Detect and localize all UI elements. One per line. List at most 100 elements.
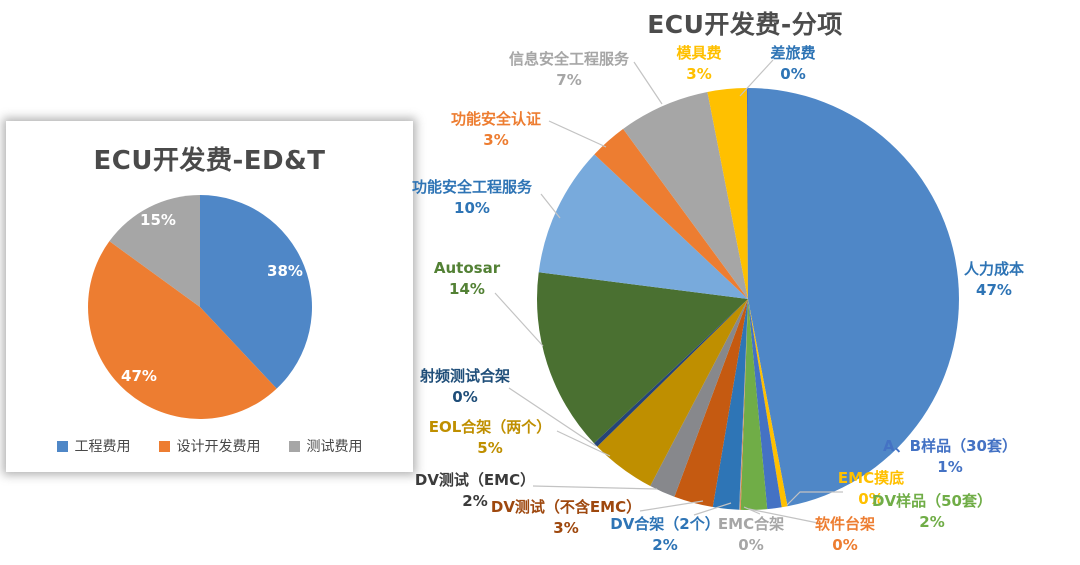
slice-label-text: 功能安全工程服务 bbox=[411, 178, 533, 196]
breakdown-label-15: 模具费 3% bbox=[676, 43, 721, 85]
breakdown-label-13: 功能安全认证 3% bbox=[451, 109, 541, 151]
breakdown-label-3: DV样品（50套） 2% bbox=[872, 491, 992, 533]
breakdown-pie-slice-11 bbox=[537, 272, 748, 444]
breakdown-pie-slice-0 bbox=[748, 88, 959, 507]
leader-line-14 bbox=[633, 61, 663, 105]
breakdown-pie-slice-14 bbox=[623, 91, 748, 299]
slice-label-percent: 2% bbox=[919, 513, 945, 531]
slice-label-percent: 2% bbox=[652, 536, 678, 554]
slice-label-percent: 0% bbox=[452, 388, 478, 406]
slice-label-text: DV合架（2个） bbox=[610, 515, 720, 533]
breakdown-label-0: 人力成本 47% bbox=[964, 259, 1024, 301]
slice-label-percent: 0% bbox=[738, 536, 764, 554]
breakdown-label-1: EMC摸底 0% bbox=[838, 468, 904, 510]
edt-pct-label-1: 47% bbox=[121, 367, 157, 385]
slice-label-text: DV测试（不含EMC） bbox=[490, 498, 642, 516]
slice-label-percent: 47% bbox=[976, 281, 1012, 299]
slice-label-percent: 2% bbox=[462, 492, 488, 510]
edt-pct-label-0: 38% bbox=[267, 262, 303, 280]
breakdown-label-2: A、B样品（30套） 1% bbox=[883, 436, 1017, 478]
breakdown-label-12: 功能安全工程服务 10% bbox=[412, 177, 532, 219]
legend-label: 设计开发费用 bbox=[176, 439, 261, 455]
leader-line-12 bbox=[540, 193, 561, 219]
legend-label: 工程费用 bbox=[74, 439, 131, 455]
legend-item-2: 测试费用 bbox=[288, 436, 363, 456]
slice-label-percent: 3% bbox=[553, 519, 579, 537]
breakdown-pie-slice-10 bbox=[594, 299, 748, 447]
slice-label-percent: 7% bbox=[556, 71, 582, 89]
right-chart-title: ECU开发费-分项 bbox=[647, 10, 843, 39]
leader-line-16 bbox=[739, 59, 774, 97]
slice-label-percent: 3% bbox=[686, 65, 712, 83]
breakdown-pie-slice-2 bbox=[748, 299, 782, 510]
breakdown-pie-slice-16 bbox=[746, 87, 748, 300]
slice-label-percent: 3% bbox=[483, 131, 509, 149]
breakdown-label-9: EOL合架（两个） 5% bbox=[429, 417, 552, 459]
edt-pie-slice-0 bbox=[200, 195, 312, 389]
breakdown-pie-slice-9 bbox=[597, 299, 748, 486]
breakdown-pie-slice-7 bbox=[674, 299, 748, 508]
edt-pie-slice-2 bbox=[109, 195, 200, 307]
edt-pct-label-2: 15% bbox=[140, 211, 176, 229]
slice-label-percent: 14% bbox=[449, 280, 485, 298]
breakdown-pie-slice-15 bbox=[707, 88, 748, 299]
left-chart-legend: 工程费用 设计开发费用 测试费用 bbox=[6, 436, 413, 456]
slice-label-text: DV测试（EMC） bbox=[414, 471, 536, 489]
leader-line-13 bbox=[548, 120, 607, 148]
slice-label-text: 人力成本 bbox=[963, 260, 1025, 278]
slice-label-percent: 10% bbox=[454, 199, 490, 217]
slice-label-text: 软件台架 bbox=[814, 515, 876, 533]
leader-line-10 bbox=[508, 387, 597, 447]
breakdown-pie-slice-3 bbox=[740, 299, 768, 510]
legend-item-1: 设计开发费用 bbox=[158, 436, 261, 456]
leader-line-6 bbox=[693, 502, 732, 516]
breakdown-label-10: 射频测试合架 0% bbox=[420, 366, 510, 408]
breakdown-label-16: 差旅费 0% bbox=[770, 43, 815, 85]
legend-swatch-icon bbox=[56, 440, 68, 452]
left-chart-title: ECU开发费-ED&T bbox=[93, 146, 326, 176]
slice-label-text: EMC合架 bbox=[717, 515, 785, 533]
breakdown-pie-slice-8 bbox=[650, 299, 748, 497]
slice-label-text: 模具费 bbox=[676, 44, 722, 62]
legend-swatch-icon bbox=[288, 440, 300, 452]
slice-label-text: 射频测试合架 bbox=[419, 367, 511, 385]
legend-item-0: 工程费用 bbox=[56, 436, 131, 456]
leader-line-5 bbox=[743, 506, 761, 515]
breakdown-pie-slice-6 bbox=[712, 299, 748, 510]
edt-pie-slice-1 bbox=[88, 241, 277, 419]
slice-label-text: DV样品（50套） bbox=[872, 492, 992, 510]
slice-label-percent: 0% bbox=[858, 490, 884, 508]
breakdown-label-7: DV测试（不含EMC） 3% bbox=[491, 497, 641, 539]
breakdown-pie-slice-4 bbox=[739, 299, 748, 510]
slice-label-percent: 0% bbox=[832, 536, 858, 554]
slice-label-text: EOL合架（两个） bbox=[428, 418, 552, 436]
breakdown-pie-slice-13 bbox=[594, 128, 748, 299]
legend-swatch-icon bbox=[158, 440, 170, 452]
slice-label-text: EMC摸底 bbox=[837, 469, 905, 487]
slice-label-text: Autosar bbox=[433, 259, 501, 277]
leader-line-9 bbox=[556, 430, 611, 457]
slice-label-percent: 1% bbox=[937, 458, 963, 476]
slice-label-text: 信息安全工程服务 bbox=[508, 50, 630, 68]
breakdown-label-14: 信息安全工程服务 7% bbox=[509, 49, 629, 91]
leader-line-11 bbox=[494, 292, 544, 347]
breakdown-label-6: DV合架（2个） 2% bbox=[610, 514, 720, 556]
breakdown-label-4: 软件台架 0% bbox=[815, 514, 875, 556]
breakdown-label-8: DV测试（EMC） 2% bbox=[415, 470, 535, 512]
leader-line-1 bbox=[786, 491, 843, 506]
breakdown-pie-slice-1 bbox=[748, 299, 788, 508]
breakdown-pie-slice-5 bbox=[739, 299, 748, 510]
slice-label-percent: 5% bbox=[477, 439, 503, 457]
slice-label-text: 功能安全认证 bbox=[450, 110, 542, 128]
leader-line-7 bbox=[639, 500, 704, 512]
leader-line-8 bbox=[532, 485, 658, 490]
breakdown-label-11: Autosar 14% bbox=[434, 258, 500, 300]
slice-label-text: 差旅费 bbox=[770, 44, 816, 62]
breakdown-pie-slice-12 bbox=[538, 154, 748, 299]
slice-label-percent: 0% bbox=[780, 65, 806, 83]
legend-label: 测试费用 bbox=[306, 439, 363, 455]
leader-line-4 bbox=[748, 508, 819, 524]
slice-label-text: A、B样品（30套） bbox=[883, 437, 1017, 455]
